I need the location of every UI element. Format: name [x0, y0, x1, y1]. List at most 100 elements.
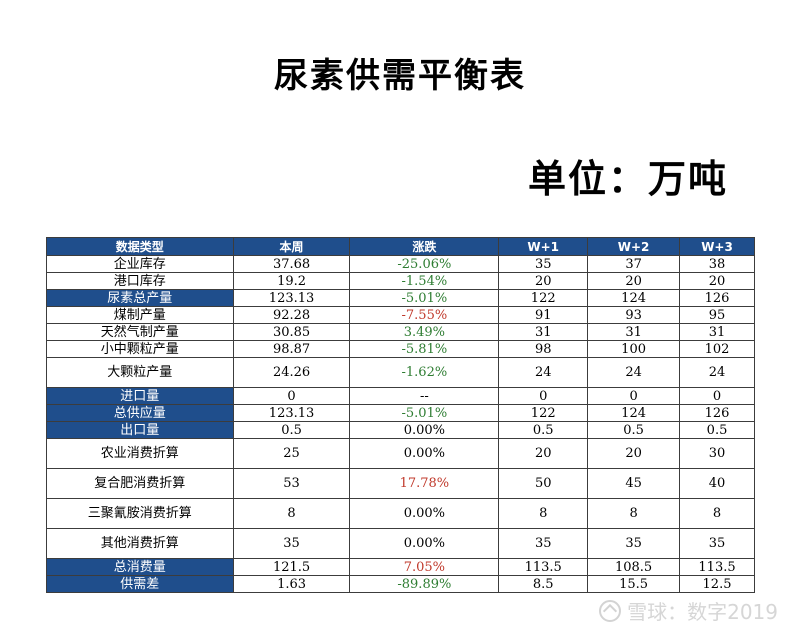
cell-w1: 0	[498, 387, 589, 405]
cell-w2: 31	[587, 323, 681, 341]
table-row: 农业消费折算 25 0.00% 20 20 30	[46, 438, 755, 469]
cell-current: 98.87	[232, 340, 351, 358]
cell-w2: 20	[587, 272, 681, 290]
row-name: 尿素总产量	[46, 289, 234, 307]
watermark-text: 雪球：数字2019	[627, 600, 778, 624]
row-name: 总消费量	[46, 558, 234, 576]
row-name: 其他消费折算	[46, 528, 234, 559]
cell-current: 0.5	[232, 421, 351, 439]
table-row: 天然气制产量 30.85 3.49% 31 31 31	[46, 323, 755, 341]
cell-w3: 8	[679, 498, 755, 529]
row-name: 出口量	[46, 421, 234, 439]
table-row: 三聚氰胺消费折算 8 0.00% 8 8 8	[46, 498, 755, 529]
row-name: 进口量	[46, 387, 234, 405]
cell-current: 25	[232, 438, 351, 469]
row-name: 煤制产量	[46, 306, 234, 324]
cell-w2: 0.5	[587, 421, 681, 439]
cell-w2: 37	[587, 255, 681, 273]
cell-w1: 35	[498, 528, 589, 559]
row-name: 小中颗粒产量	[46, 340, 234, 358]
table-row: 其他消费折算 35 0.00% 35 35 35	[46, 528, 755, 559]
cell-w2: 100	[587, 340, 681, 358]
cell-change: -1.62%	[349, 357, 500, 388]
cell-change: 0.00%	[349, 438, 500, 469]
cell-current: 123.13	[232, 404, 351, 422]
row-name: 港口库存	[46, 272, 234, 290]
cell-w3: 31	[679, 323, 755, 341]
cell-change: 0.00%	[349, 528, 500, 559]
cell-w3: 12.5	[679, 575, 755, 593]
cell-w1: 35	[498, 255, 589, 273]
cell-w2: 15.5	[587, 575, 681, 593]
cell-w1: 8	[498, 498, 589, 529]
cell-w2: 8	[587, 498, 681, 529]
cell-w1: 31	[498, 323, 589, 341]
header-w2: W+2	[587, 237, 681, 256]
cell-current: 19.2	[232, 272, 351, 290]
table-row: 出口量 0.5 0.00% 0.5 0.5 0.5	[46, 421, 755, 439]
table-row: 煤制产量 92.28 -7.55% 91 93 95	[46, 306, 755, 324]
row-name: 农业消费折算	[46, 438, 234, 469]
cell-w3: 95	[679, 306, 755, 324]
table-row: 复合肥消费折算 53 17.78% 50 45 40	[46, 468, 755, 499]
cell-current: 92.28	[232, 306, 351, 324]
row-name: 三聚氰胺消费折算	[46, 498, 234, 529]
cell-w1: 20	[498, 438, 589, 469]
cell-change: -5.81%	[349, 340, 500, 358]
table-row: 港口库存 19.2 -1.54% 20 20 20	[46, 272, 755, 290]
cell-current: 37.68	[232, 255, 351, 273]
cell-w1: 0.5	[498, 421, 589, 439]
cell-current: 0	[232, 387, 351, 405]
table-body: 企业库存 37.68 -25.06% 35 37 38 港口库存 19.2 -1.54% 20 20…	[46, 255, 755, 593]
table-header: 数据类型 本周 涨跌 W+1 W+2 W+3	[46, 237, 755, 256]
cell-w3: 35	[679, 528, 755, 559]
watermark: 雪球：数字2019	[599, 596, 778, 625]
cell-w2: 24	[587, 357, 681, 388]
snowball-logo-icon	[599, 599, 622, 622]
cell-current: 121.5	[232, 558, 351, 576]
cell-change: 17.78%	[349, 468, 500, 499]
unit-label: 单位：万吨	[528, 157, 729, 201]
cell-current: 8	[232, 498, 351, 529]
cell-w1: 24	[498, 357, 589, 388]
cell-w1: 98	[498, 340, 589, 358]
table-row: 总消费量 121.5 7.05% 113.5 108.5 113.5	[46, 558, 755, 576]
cell-change: 0.00%	[349, 498, 500, 529]
cell-change: -89.89%	[349, 575, 500, 593]
table-row: 尿素总产量 123.13 -5.01% 122 124 126	[46, 289, 755, 307]
header-w3: W+3	[679, 237, 755, 256]
cell-w3: 24	[679, 357, 755, 388]
row-name: 复合肥消费折算	[46, 468, 234, 499]
cell-w3: 126	[679, 289, 755, 307]
cell-w1: 20	[498, 272, 589, 290]
row-name: 企业库存	[46, 255, 234, 273]
row-name: 供需差	[46, 575, 234, 593]
cell-change: -7.55%	[349, 306, 500, 324]
row-name: 天然气制产量	[46, 323, 234, 341]
cell-w1: 113.5	[498, 558, 589, 576]
cell-w3: 40	[679, 468, 755, 499]
cell-w3: 113.5	[679, 558, 755, 576]
row-name: 总供应量	[46, 404, 234, 422]
cell-current: 30.85	[232, 323, 351, 341]
cell-w1: 8.5	[498, 575, 589, 593]
cell-current: 53	[232, 468, 351, 499]
cell-w3: 0.5	[679, 421, 755, 439]
cell-w1: 122	[498, 289, 589, 307]
table-row: 进口量 0 -- 0 0 0	[46, 387, 755, 405]
cell-change: 7.05%	[349, 558, 500, 576]
cell-w3: 20	[679, 272, 755, 290]
row-name: 大颗粒产量	[46, 357, 234, 388]
cell-current: 123.13	[232, 289, 351, 307]
cell-current: 1.63	[232, 575, 351, 593]
cell-w3: 0	[679, 387, 755, 405]
cell-w2: 45	[587, 468, 681, 499]
cell-w1: 91	[498, 306, 589, 324]
cell-change: --	[349, 387, 500, 405]
cell-w2: 124	[587, 404, 681, 422]
cell-w2: 0	[587, 387, 681, 405]
cell-w2: 108.5	[587, 558, 681, 576]
cell-w1: 122	[498, 404, 589, 422]
cell-change: -25.06%	[349, 255, 500, 273]
cell-w3: 102	[679, 340, 755, 358]
